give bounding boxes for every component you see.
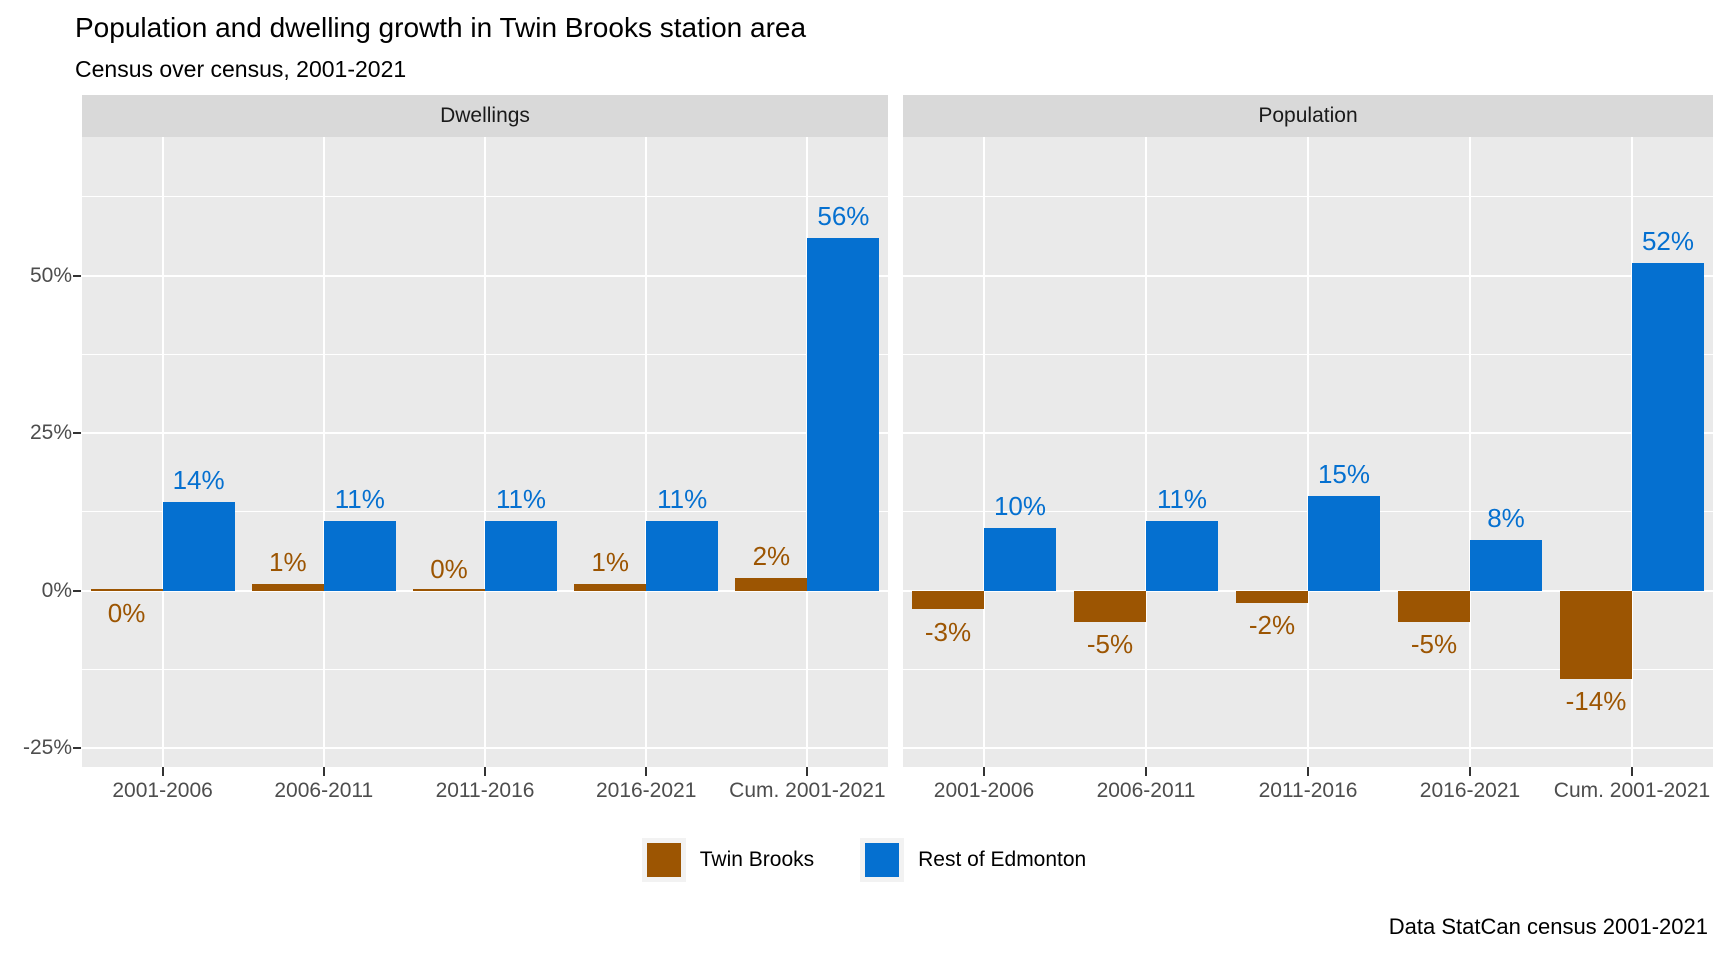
y-axis-label: -25%: [22, 736, 72, 760]
bar-value-label: 15%: [1317, 459, 1371, 490]
bar-twin-brooks: [1074, 590, 1146, 623]
twin-brooks-swatch-icon: [646, 843, 681, 877]
bar-value-label: -2%: [1248, 610, 1296, 641]
x-tick: [1145, 767, 1147, 776]
facet-strip-dwellings: Dwellings: [82, 95, 888, 137]
bar-value-label: 11%: [1156, 484, 1208, 515]
facet-strip-population: Population: [903, 95, 1713, 137]
bar-value-label: -5%: [1086, 629, 1134, 660]
x-axis-label: 2001-2006: [933, 779, 1035, 802]
y-tick: [73, 589, 81, 592]
bar-rest-of-edmonton: [646, 521, 719, 591]
plot-area-dwellings: 2001-2006 2006-2011 2011-2016 2016-2021 Cum.…: [82, 137, 888, 802]
x-tick: [1631, 767, 1633, 776]
bar-rest-of-edmonton: [1632, 263, 1704, 591]
bar-rest-of-edmonton: [1146, 521, 1218, 591]
chart-title: Population and dwelling growth in Twin B…: [75, 12, 807, 43]
bar-twin-brooks: [413, 588, 485, 591]
bar-twin-brooks: [574, 584, 647, 591]
y-axis-label: 25%: [29, 421, 72, 445]
bar-rest-of-edmonton: [807, 237, 880, 591]
bar-twin-brooks: [1398, 590, 1470, 623]
x-tick: [322, 767, 325, 776]
bar-twin-brooks: [912, 590, 984, 610]
bar-value-label: 11%: [334, 484, 385, 515]
gridline-vertical: [484, 137, 486, 767]
bar-rest-of-edmonton: [485, 521, 557, 591]
gridline-vertical: [983, 137, 985, 767]
facet-panel-population: Population 2001-2006 2006-2011 2011-2016 20…: [903, 95, 1713, 802]
bar-value-label: 1%: [591, 547, 629, 578]
legend: Twin Brooks Rest of Edmonton: [0, 838, 1728, 882]
bar-value-label: 0%: [107, 597, 146, 628]
x-axis-label: 2001-2006: [112, 779, 213, 802]
x-tick: [645, 767, 648, 776]
legend-label: Rest of Edmonton: [918, 848, 1087, 871]
bar-value-label: -5%: [1410, 629, 1458, 660]
legend-key: [860, 838, 905, 882]
x-tick: [1307, 767, 1309, 776]
y-axis-label: 50%: [29, 263, 72, 287]
bar-twin-brooks: [735, 578, 808, 591]
bar-rest-of-edmonton: [1308, 496, 1380, 591]
bar-value-label: -14%: [1565, 685, 1627, 716]
bar-rest-of-edmonton: [1470, 540, 1542, 591]
x-tick: [1469, 767, 1471, 776]
x-axis-label: 2011-2016: [1258, 779, 1358, 802]
chart-subtitle: Census over census, 2001-2021: [75, 56, 407, 82]
x-axis-label: Cum. 2001-2021: [1553, 779, 1711, 802]
gridline-vertical: [645, 137, 648, 767]
bar-value-label: 0%: [430, 553, 468, 584]
bar-value-label: 8%: [1487, 503, 1525, 534]
bar-twin-brooks: [1236, 590, 1308, 604]
bar-value-label: -3%: [924, 616, 972, 647]
gridline-vertical: [1469, 137, 1471, 767]
legend-label: Twin Brooks: [699, 848, 815, 871]
bar-twin-brooks: [1560, 590, 1632, 679]
x-tick: [983, 767, 985, 776]
gridline-vertical: [161, 137, 164, 767]
bar-value-label: 14%: [172, 465, 225, 496]
x-axis-label: 2006-2011: [274, 779, 374, 802]
x-tick: [484, 767, 486, 776]
bar-value-label: 52%: [1641, 226, 1695, 256]
bar-rest-of-edmonton: [984, 527, 1056, 591]
y-tick: [73, 747, 81, 750]
x-axis-label: Cum. 2001-2021: [729, 779, 886, 802]
bar-rest-of-edmonton: [323, 521, 396, 591]
legend-key: [641, 838, 686, 882]
x-tick: [806, 767, 809, 776]
gridline-vertical: [322, 137, 325, 767]
bar-value-label: 2%: [752, 541, 791, 571]
legend-entry-twin-brooks: Twin Brooks: [641, 838, 815, 882]
y-axis-label: 0%: [41, 578, 72, 602]
bar-value-label: 1%: [269, 547, 307, 578]
bar-twin-brooks: [90, 588, 163, 591]
x-tick: [161, 767, 164, 776]
facet-panel-dwellings: Dwellings 2001-2006 2006-2011 2011-2016 201…: [82, 95, 888, 802]
gridline-vertical: [1307, 137, 1309, 767]
bar-value-label: 11%: [495, 484, 547, 515]
bar-value-label: 10%: [993, 490, 1047, 521]
x-axis-label: 2011-2016: [435, 779, 535, 802]
legend-entry-rest-of-edmonton: Rest of Edmonton: [860, 838, 1086, 882]
y-tick: [73, 274, 81, 277]
bar-twin-brooks: [251, 584, 324, 591]
x-axis-label: 2016-2021: [1419, 779, 1521, 802]
x-axis-label: 2016-2021: [595, 779, 697, 802]
y-tick: [73, 432, 81, 435]
bar-rest-of-edmonton: [162, 502, 235, 591]
bar-value-label: 56%: [817, 200, 870, 231]
bar-value-label: 11%: [657, 484, 708, 515]
gridline-vertical: [1145, 137, 1147, 767]
plot-area-population: 2001-2006 2006-2011 2011-2016 2016-2021 Cum.…: [903, 137, 1713, 802]
chart-caption: Data StatCan census 2001-2021: [1388, 914, 1708, 939]
rest-of-edmonton-swatch-icon: [865, 843, 900, 877]
y-axis: 50% 25% 0% -25%: [0, 137, 72, 767]
x-axis-label: 2006-2011: [1096, 779, 1196, 802]
